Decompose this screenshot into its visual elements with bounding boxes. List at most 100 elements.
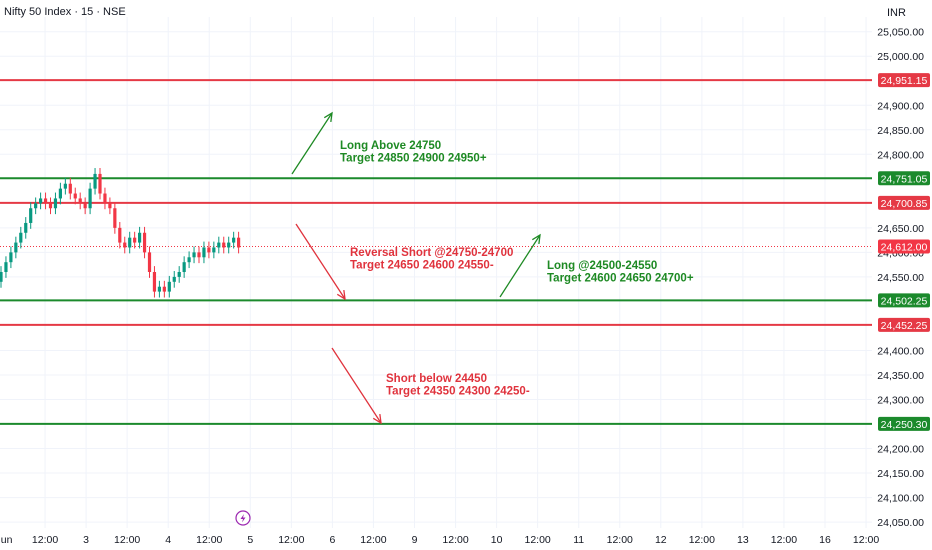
lightning-icon[interactable] <box>235 510 251 526</box>
price-tick-label: 25,050.00 <box>877 27 924 39</box>
price-badge-label: 24,612.00 <box>881 242 928 254</box>
price-badge-label: 24,700.85 <box>881 198 928 210</box>
time-tick-label: 12:00 <box>525 534 551 546</box>
candle-body <box>152 272 157 292</box>
time-tick-label: 12:00 <box>278 534 304 546</box>
candle-body <box>88 188 92 209</box>
annotation-text: Short below 24450 <box>386 373 487 385</box>
candle-body <box>197 252 201 258</box>
price-badge <box>878 171 930 186</box>
annotation-text: Long @24500-24550 <box>547 260 657 272</box>
price-badge-label: 24,502.25 <box>881 295 928 307</box>
annotation-text: Target 24650 24600 24550- <box>350 260 494 272</box>
candle-body <box>207 247 211 253</box>
time-tick-label: 16 <box>819 534 831 546</box>
price-badge <box>878 293 930 308</box>
time-tick-label: 12:00 <box>689 534 715 546</box>
annotation-text: Reversal Short @24750-24700 <box>350 247 513 259</box>
time-axis[interactable]: Jun 12:00 3 12:00 4 12:00 5 12:00 6 12:00 9 12:00 10… <box>0 534 879 546</box>
price-badge-label: 24,751.05 <box>881 173 928 185</box>
trend-arrow-line <box>295 223 346 300</box>
time-tick-label: 4 <box>165 534 171 546</box>
price-badge <box>878 73 930 88</box>
price-tick-label: 24,650.00 <box>877 223 924 235</box>
price-tick-label: 24,300.00 <box>877 395 924 407</box>
level-price-badges: 24,951.15 24,751.05 24,700.85 24,502.25 24,4… <box>878 73 930 431</box>
price-tick-label: 24,350.00 <box>877 370 924 382</box>
candle-body <box>128 237 132 248</box>
candle-body <box>123 242 127 248</box>
price-badge <box>878 317 930 332</box>
time-tick-label: 9 <box>412 534 418 546</box>
time-tick-label: 12:00 <box>853 534 879 546</box>
candle-body <box>4 262 8 272</box>
candle-body <box>34 203 38 209</box>
candle-body <box>157 286 161 292</box>
trend-arrow-head <box>531 233 541 245</box>
candle-body <box>182 262 186 272</box>
level-lines <box>0 79 872 425</box>
candle-body <box>187 257 191 263</box>
candle-body <box>9 252 13 263</box>
candle-body <box>19 232 23 243</box>
candle-body <box>39 198 43 204</box>
time-tick-label: 12 <box>655 534 667 546</box>
candle-body <box>162 286 166 292</box>
price-badge-label: 24,452.25 <box>881 320 928 332</box>
price-tick-label: 24,150.00 <box>877 468 924 480</box>
time-tick-label: 12:00 <box>196 534 222 546</box>
price-badge-label: 24,250.30 <box>881 419 928 431</box>
price-tick-label: 24,850.00 <box>877 125 924 137</box>
candle-body <box>58 188 62 199</box>
price-badge <box>878 416 930 431</box>
trend-arrow-line <box>331 347 382 424</box>
candle-series <box>0 168 241 298</box>
time-tick-label: 6 <box>329 534 335 546</box>
candle-body <box>138 232 142 243</box>
price-badge <box>878 239 930 254</box>
time-tick-label: 11 <box>573 534 584 546</box>
candle-body <box>83 203 87 209</box>
candle-body <box>118 227 122 243</box>
price-axis[interactable]: 25,050.00 25,000.00 24,900.00 24,850.00 24,8… <box>877 27 924 529</box>
trend-arrow-line <box>499 234 541 298</box>
price-tick-label: 25,000.00 <box>877 51 924 63</box>
candle-body <box>14 242 18 253</box>
candle-body <box>53 198 58 209</box>
price-tick-label: 24,800.00 <box>877 149 924 161</box>
candle-body <box>93 173 97 189</box>
candle-body <box>113 208 117 228</box>
symbol-title: Nifty 50 Index · 15 · NSE <box>4 6 126 18</box>
trend-arrow-line <box>291 112 333 175</box>
chart-grid <box>0 17 872 528</box>
candle-body <box>48 203 53 209</box>
candle-body <box>133 237 137 243</box>
time-tick-label: 12:00 <box>771 534 797 546</box>
time-tick-label: 10 <box>491 534 503 546</box>
candle-body <box>24 222 28 233</box>
candle-body <box>177 272 181 277</box>
time-tick-label: 12:00 <box>442 534 468 546</box>
candle-body <box>108 203 112 209</box>
price-badge <box>878 195 930 210</box>
candle-body <box>29 208 33 223</box>
annotation-text: Long Above 24750 <box>340 140 441 152</box>
time-tick-label: 13 <box>737 534 749 546</box>
candle-body <box>63 183 67 189</box>
candle-body <box>78 198 82 204</box>
time-tick-label: 12:00 <box>607 534 633 546</box>
time-tick-label: 12:00 <box>360 534 386 546</box>
candle-body <box>68 183 72 194</box>
annotation-text: Target 24850 24900 24950+ <box>340 153 487 165</box>
annotation-text: Target 24600 24650 24700+ <box>547 273 694 285</box>
candle-body <box>73 193 77 199</box>
candle-body <box>192 252 196 258</box>
candle-body <box>172 276 176 282</box>
price-tick-label: 24,100.00 <box>877 493 924 505</box>
candle-body <box>43 198 48 204</box>
candle-body <box>0 272 3 282</box>
candle-body <box>202 247 206 258</box>
price-tick-label: 24,200.00 <box>877 444 924 456</box>
